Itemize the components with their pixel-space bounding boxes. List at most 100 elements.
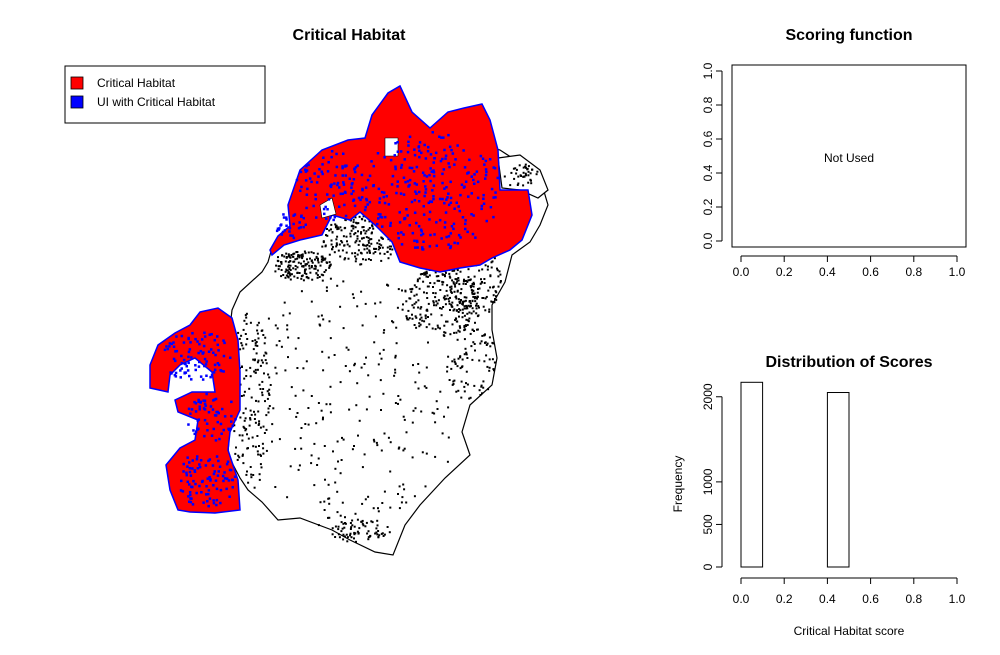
speck xyxy=(401,289,403,292)
speck xyxy=(336,235,339,238)
speck xyxy=(353,364,356,367)
speck xyxy=(315,272,318,275)
ui-dot xyxy=(415,221,418,225)
speck xyxy=(485,295,488,298)
ui-dot xyxy=(186,369,190,372)
speck xyxy=(321,245,324,248)
speck xyxy=(351,293,354,296)
speck xyxy=(342,538,345,541)
speck xyxy=(265,414,268,417)
speck xyxy=(258,445,260,447)
speck xyxy=(268,394,271,396)
speck xyxy=(297,337,300,340)
ui-dot xyxy=(172,341,175,344)
speck xyxy=(327,516,329,519)
distribution-y-tick-label: 500 xyxy=(701,514,715,534)
ui-dot xyxy=(219,422,223,426)
ui-dot xyxy=(225,487,228,491)
speck xyxy=(467,304,470,307)
speck xyxy=(358,240,361,243)
speck xyxy=(328,266,331,269)
speck xyxy=(344,365,347,367)
ui-dot xyxy=(434,151,438,155)
map-panel: Critical Habitat UI with Critical Habita… xyxy=(64,65,549,556)
ui-dot xyxy=(194,368,197,372)
ui-dot xyxy=(180,367,183,370)
speck xyxy=(365,236,368,239)
speck xyxy=(256,435,259,437)
ui-dot xyxy=(402,176,406,179)
ui-dot xyxy=(170,342,173,346)
speck xyxy=(432,300,435,303)
speck xyxy=(402,449,405,452)
speck xyxy=(339,381,342,384)
speck xyxy=(429,282,432,284)
speck xyxy=(257,453,260,456)
speck xyxy=(257,410,260,413)
speck xyxy=(425,326,428,329)
ui-dot xyxy=(196,340,199,343)
ui-dot xyxy=(227,479,231,482)
speck xyxy=(304,252,307,255)
speck xyxy=(361,237,363,240)
speck xyxy=(468,397,471,400)
speck xyxy=(462,280,465,283)
speck xyxy=(268,376,271,379)
ui-dot xyxy=(329,216,332,219)
ui-dot xyxy=(341,192,344,195)
speck xyxy=(465,353,468,356)
speck xyxy=(481,281,483,283)
speck xyxy=(242,425,245,428)
ui-dot xyxy=(210,333,213,336)
ui-dot xyxy=(396,150,400,153)
speck xyxy=(469,396,472,399)
speck xyxy=(327,483,330,486)
speck xyxy=(353,531,356,534)
speck xyxy=(439,390,442,393)
speck xyxy=(462,282,465,285)
speck xyxy=(469,302,472,305)
ui-dot xyxy=(418,141,422,144)
speck xyxy=(473,343,476,345)
ui-dot xyxy=(432,184,436,187)
speck xyxy=(335,238,338,241)
ui-dot xyxy=(461,216,465,219)
speck xyxy=(357,243,360,246)
ui-dot xyxy=(288,230,291,233)
speck xyxy=(334,536,337,538)
speck xyxy=(263,372,265,375)
speck xyxy=(329,277,332,280)
speck xyxy=(250,476,253,479)
speck xyxy=(298,256,301,259)
speck xyxy=(435,300,438,303)
ui-dot xyxy=(444,154,448,157)
speck xyxy=(450,305,453,308)
speck xyxy=(410,290,413,293)
ui-dot xyxy=(218,437,221,441)
speck xyxy=(485,344,488,346)
speck xyxy=(479,394,482,396)
scoring-title: Scoring function xyxy=(785,27,912,44)
speck xyxy=(428,274,431,277)
speck xyxy=(356,253,359,256)
ui-dot xyxy=(195,457,199,461)
ui-dot xyxy=(189,474,193,477)
speck xyxy=(257,400,260,403)
speck xyxy=(430,313,433,316)
ui-dot xyxy=(489,206,493,209)
speck xyxy=(363,244,366,247)
ui-dot xyxy=(453,207,456,210)
speck xyxy=(476,295,479,298)
speck xyxy=(451,279,454,282)
ui-dot xyxy=(185,471,188,474)
speck xyxy=(472,285,475,288)
ui-dot xyxy=(213,470,216,473)
ui-dot xyxy=(180,334,184,338)
speck xyxy=(350,526,353,529)
speck xyxy=(485,354,488,357)
speck xyxy=(475,307,478,310)
speck xyxy=(309,257,311,260)
speck xyxy=(293,252,296,255)
speck xyxy=(516,184,519,186)
ui-dot xyxy=(168,345,171,348)
